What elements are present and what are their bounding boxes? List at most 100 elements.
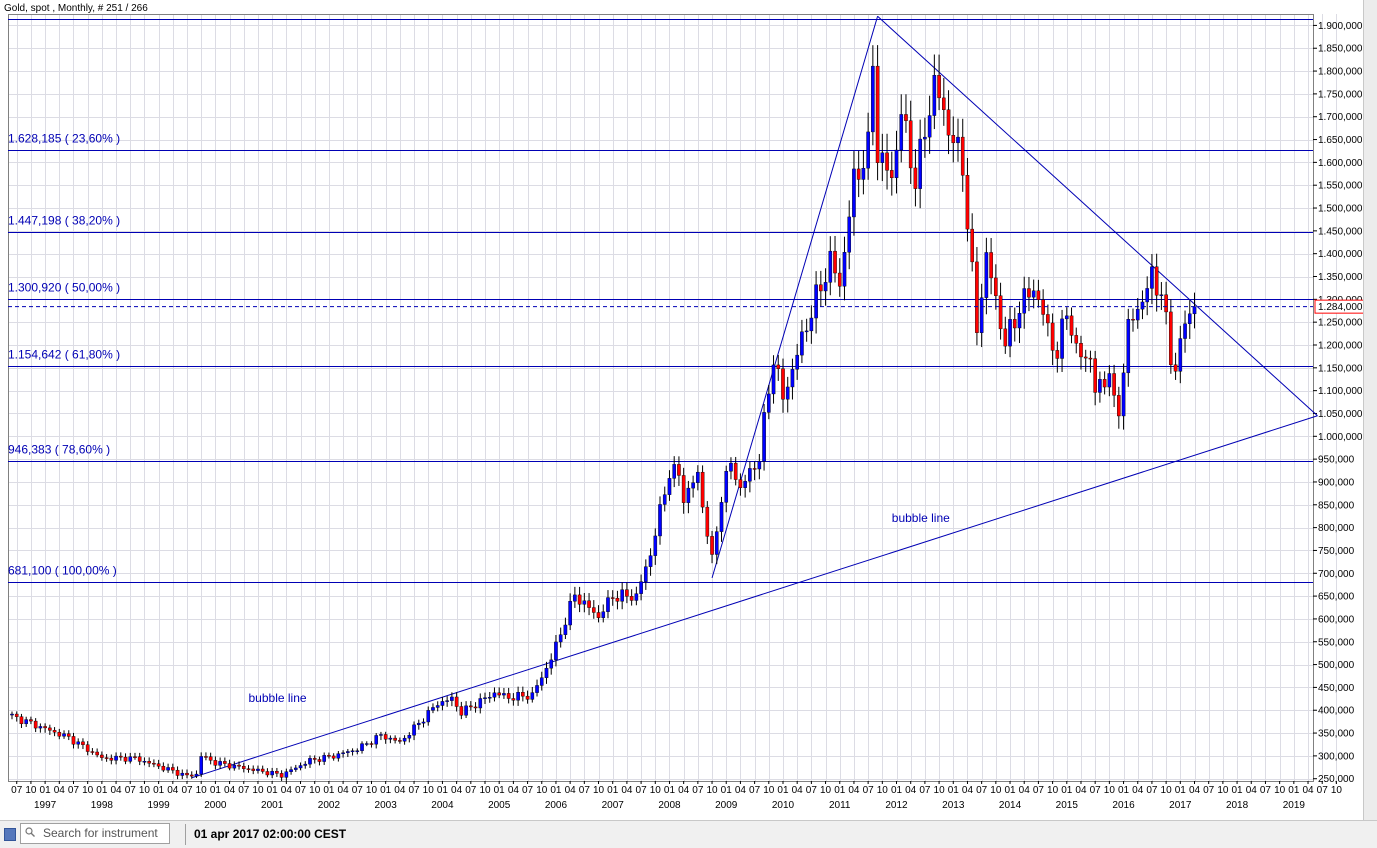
y-tick-label: 350,000: [1318, 729, 1355, 740]
candle-body: [402, 737, 407, 742]
candle-body: [681, 475, 686, 503]
candle-body: [473, 706, 478, 709]
candle-body: [487, 697, 492, 699]
x-year-label: 2011: [829, 800, 851, 811]
chart-svg: Gold, spot , Monthly, # 251 / 266 250,000…: [4, 3, 1369, 811]
x-month-label: 10: [1047, 785, 1059, 796]
candle-body: [937, 75, 941, 99]
candle-body: [790, 369, 795, 388]
candle-body: [544, 667, 549, 678]
candle-body: [658, 504, 662, 537]
candle-body: [894, 149, 899, 179]
candle-body: [194, 773, 199, 777]
x-year-label: 2006: [545, 800, 568, 811]
x-month-label: 04: [1189, 785, 1201, 796]
x-month-label: 07: [919, 785, 931, 796]
candle-body: [795, 354, 799, 370]
candle-body: [327, 755, 331, 757]
y-tick-label: 950,000: [1318, 455, 1355, 466]
x-month-label: 04: [565, 785, 577, 796]
candle-body: [729, 462, 733, 472]
candle-body: [1060, 318, 1064, 359]
y-tick-label: 400,000: [1318, 706, 1355, 717]
x-month-label: 07: [465, 785, 477, 796]
candle-body: [152, 762, 156, 765]
candle-body: [1093, 358, 1097, 393]
candle-body: [421, 721, 426, 724]
x-year-label: 2002: [318, 800, 341, 811]
x-month-label: 04: [1132, 785, 1144, 796]
annotation-label: bubble line: [249, 691, 307, 705]
candle-body: [95, 751, 99, 756]
candle-body: [762, 412, 766, 462]
search-input[interactable]: Search for instrument: [20, 823, 170, 844]
x-year-label: 1998: [91, 800, 114, 811]
candle-body: [104, 757, 109, 759]
x-month-label: 07: [863, 785, 875, 796]
candle-body: [52, 730, 57, 733]
x-month-label: 04: [962, 785, 974, 796]
x-month-label: 10: [1274, 785, 1286, 796]
candle-body: [1098, 379, 1102, 393]
x-month-label: 07: [692, 785, 704, 796]
y-tick-label: 450,000: [1318, 683, 1355, 694]
x-month-label: 07: [1090, 785, 1102, 796]
candle-body: [776, 364, 781, 369]
candle-body: [1074, 335, 1079, 344]
right-panel-handle[interactable]: [1363, 0, 1377, 820]
candle-body: [577, 594, 582, 605]
status-indicator-icon[interactable]: [4, 828, 16, 841]
candle-body: [913, 167, 918, 189]
candle-body: [871, 65, 875, 133]
x-month-label: 04: [394, 785, 406, 796]
x-month-label: 10: [25, 785, 37, 796]
y-tick-label: 650,000: [1318, 592, 1355, 603]
candle-body: [506, 693, 511, 699]
candle-body: [62, 733, 66, 737]
candle-body: [1154, 266, 1159, 296]
candle-body: [265, 771, 270, 776]
candle-body: [218, 761, 222, 766]
candle-body: [833, 250, 837, 274]
candle-body: [629, 596, 634, 601]
x-month-label: 07: [749, 785, 761, 796]
candle-body: [1003, 328, 1008, 347]
candle-body: [90, 751, 95, 753]
candle-body: [899, 114, 904, 151]
x-year-label: 2012: [885, 800, 908, 811]
candle-body: [733, 462, 738, 480]
x-month-label: 10: [1331, 785, 1343, 796]
x-month-label: 10: [252, 785, 264, 796]
x-month-label: 10: [990, 785, 1002, 796]
candle-body: [1017, 313, 1022, 329]
candle-body: [346, 751, 350, 753]
candle-body: [804, 330, 809, 333]
candle-body: [426, 710, 431, 723]
x-month-label: 07: [11, 785, 23, 796]
x-month-label: 01: [323, 785, 335, 796]
candle-body: [412, 724, 416, 736]
x-month-label: 01: [380, 785, 392, 796]
candle-body: [662, 494, 667, 505]
candle-body: [118, 755, 123, 758]
candle-body: [927, 115, 932, 138]
x-month-label: 04: [1302, 785, 1314, 796]
x-month-label: 10: [877, 785, 889, 796]
x-month-label: 01: [721, 785, 733, 796]
candle-body: [1083, 356, 1088, 359]
candle-body: [885, 152, 889, 171]
candle-body: [752, 468, 757, 470]
candle-body: [549, 659, 554, 669]
x-year-label: 2000: [204, 800, 227, 811]
x-month-label: 04: [905, 785, 917, 796]
candle-body: [1145, 288, 1149, 303]
candle-body: [237, 764, 241, 767]
candle-body: [1069, 315, 1074, 336]
candle-body: [478, 698, 483, 709]
candle-body: [648, 555, 653, 567]
candle-body: [10, 713, 14, 716]
x-month-label: 04: [1075, 785, 1087, 796]
x-month-label: 04: [1246, 785, 1258, 796]
candle-body: [1121, 372, 1126, 417]
candle-body: [1022, 288, 1027, 314]
